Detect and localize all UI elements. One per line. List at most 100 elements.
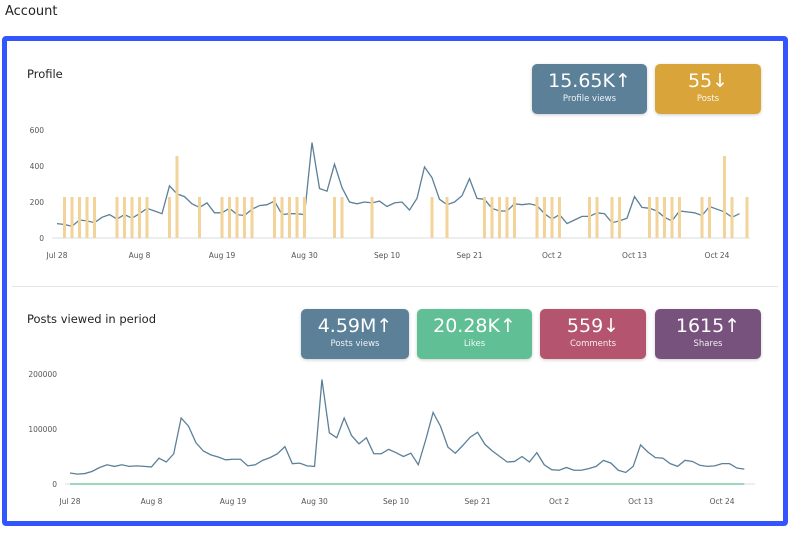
- stat-value: 1615↑: [675, 315, 741, 337]
- stat-value: 15.65K↑: [548, 70, 631, 92]
- stat-label: Likes: [463, 339, 486, 349]
- y-tick-label: 200000: [28, 370, 57, 379]
- x-tick-label: Oct 2: [549, 497, 569, 506]
- x-tick-label: Sep 10: [383, 497, 409, 506]
- x-tick-label: Sep 21: [465, 497, 491, 506]
- x-tick-label: Aug 30: [301, 497, 328, 506]
- posts-bar: [663, 197, 666, 238]
- x-tick-label: Sep 21: [456, 251, 482, 260]
- y-tick-label: 200: [30, 198, 45, 207]
- page-title: Account: [5, 4, 58, 19]
- stat-value: 20.28K↑: [433, 315, 516, 337]
- stat-label: Posts views: [330, 339, 380, 349]
- posts-bar: [288, 197, 291, 238]
- y-tick-label: 400: [30, 162, 45, 171]
- x-tick-label: Oct 2: [542, 251, 562, 260]
- x-tick-label: Oct 13: [628, 497, 653, 506]
- posts-bar: [63, 197, 66, 238]
- account-panel: Profile Posts viewed in period: [2, 36, 788, 526]
- posts-bar: [670, 197, 674, 238]
- stat-value: 4.59M↑: [317, 315, 393, 337]
- posts-bar: [370, 197, 374, 238]
- posts-bar: [145, 197, 149, 238]
- posts-bar: [618, 197, 621, 238]
- stat-card-comments: 559↓ Comments: [540, 309, 646, 359]
- posts-bar: [588, 197, 591, 238]
- series-line-posts-views: [69, 379, 745, 475]
- posts-bar: [535, 197, 539, 238]
- posts-bar: [610, 197, 614, 238]
- posts-bar: [505, 197, 509, 238]
- x-tick-label: Aug 8: [129, 251, 151, 260]
- stat-value: 559↓: [566, 315, 620, 337]
- stat-label: Profile views: [562, 94, 617, 104]
- stat-label: Posts: [696, 94, 720, 104]
- posts-bar: [198, 197, 201, 238]
- posts-bar: [220, 197, 224, 238]
- posts-bar: [745, 197, 749, 238]
- posts-bar: [543, 197, 546, 238]
- x-tick-label: Sep 10: [374, 251, 400, 260]
- posts-bar: [115, 197, 119, 238]
- posts-bar: [595, 197, 599, 238]
- posts-bar: [498, 197, 501, 238]
- x-tick-label: Jul 28: [46, 251, 68, 260]
- posts-bar: [340, 197, 344, 238]
- x-tick-label: Aug 19: [220, 497, 247, 506]
- stat-card-profile-views: 15.65K↑ Profile views: [532, 64, 647, 114]
- x-tick-label: Aug 8: [141, 497, 163, 506]
- posts-bar: [70, 197, 74, 238]
- posts-bar: [723, 156, 726, 238]
- y-tick-label: 0: [52, 480, 57, 489]
- posts-bar: [250, 197, 254, 238]
- stat-label: Comments: [569, 339, 617, 349]
- stat-card-likes: 20.28K↑ Likes: [417, 309, 532, 359]
- posts-bar: [678, 197, 681, 238]
- posts-bar: [558, 197, 561, 238]
- posts-bar: [513, 197, 516, 238]
- posts-bar: [168, 197, 171, 238]
- stat-label: Shares: [693, 339, 723, 349]
- y-tick-label: 0: [39, 234, 44, 243]
- posts-bar: [303, 197, 306, 238]
- x-tick-label: Jul 28: [59, 497, 81, 506]
- posts-bar: [648, 197, 651, 238]
- posts-title: Posts viewed in period: [27, 312, 156, 326]
- posts-bar: [280, 197, 284, 238]
- posts-bar: [243, 197, 246, 238]
- posts-bar: [730, 197, 734, 238]
- posts-bar: [655, 197, 659, 238]
- posts-bar: [85, 197, 89, 238]
- section-divider: [12, 286, 778, 287]
- posts-bar: [708, 197, 711, 238]
- posts-bar: [490, 197, 494, 238]
- posts-bar: [123, 197, 126, 238]
- stat-value: 55↓: [687, 70, 729, 92]
- posts-bar: [550, 197, 554, 238]
- posts-bar: [130, 197, 134, 238]
- y-tick-label: 600: [30, 126, 45, 135]
- x-tick-label: Oct 13: [622, 251, 647, 260]
- posts-bar: [295, 197, 299, 238]
- x-tick-label: Oct 24: [705, 251, 730, 260]
- posts-bar: [333, 197, 336, 238]
- stat-card-shares: 1615↑ Shares: [655, 309, 761, 359]
- posts-bar: [228, 197, 231, 238]
- stat-card-posts: 55↓ Posts: [655, 64, 761, 114]
- posts-bar: [483, 197, 486, 238]
- posts-bar: [78, 197, 81, 238]
- posts-bar: [93, 197, 96, 238]
- posts-bar: [235, 197, 239, 238]
- posts-bar: [175, 156, 179, 238]
- posts-bar: [273, 197, 276, 238]
- posts-bar: [138, 197, 141, 238]
- x-tick-label: Aug 30: [291, 251, 318, 260]
- x-tick-label: Oct 24: [710, 497, 735, 506]
- posts-bar: [700, 197, 704, 238]
- y-tick-label: 100000: [28, 425, 57, 434]
- posts-bar: [445, 197, 449, 238]
- stat-card-posts-views: 4.59M↑ Posts views: [301, 309, 409, 359]
- profile-title: Profile: [27, 67, 63, 81]
- x-tick-label: Aug 19: [209, 251, 236, 260]
